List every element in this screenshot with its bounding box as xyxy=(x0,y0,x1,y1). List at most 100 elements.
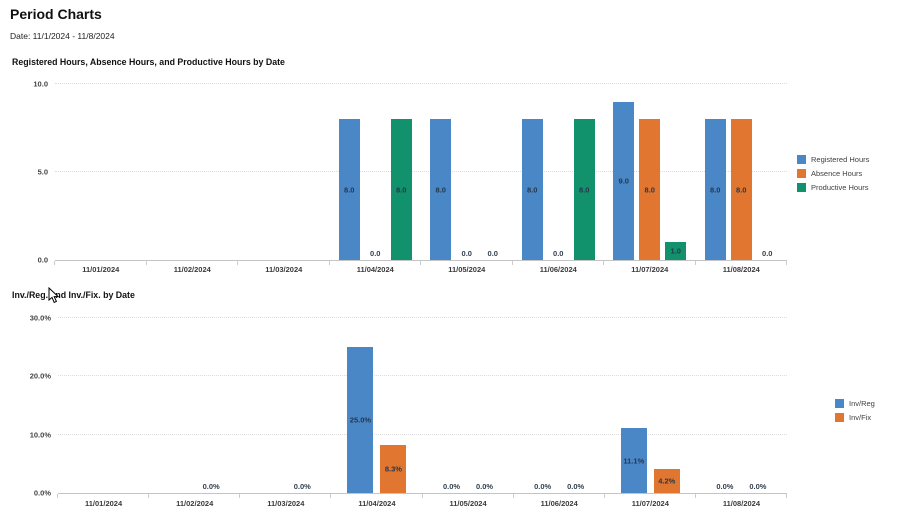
x-tick-label: 11/05/2024 xyxy=(448,265,486,274)
zero-data-label: 0.0% xyxy=(476,482,494,491)
gridline xyxy=(58,375,787,377)
bar-data-label: 8.0 xyxy=(710,185,721,195)
bar-slot: 0.0% xyxy=(439,318,465,493)
x-axis-tick xyxy=(603,494,605,498)
hours-chart-plot: 0.0 5.0 10.0 8.0 0.0 8.0 8.0 0.0 0.0 8.0 0.0 8.0 9.0… xyxy=(33,80,787,265)
ratio-chart-title: Inv./Reg. and Inv./Fix. by Date xyxy=(12,290,135,300)
x-tick-label: 11/04/2024 xyxy=(356,265,394,274)
bar-slot xyxy=(107,318,133,493)
x-tick-label: 11/06/2024 xyxy=(540,499,578,508)
y-tick-label: 0.0% xyxy=(33,488,51,498)
bar-slot: 8.0 xyxy=(390,84,412,260)
gridline xyxy=(58,433,787,435)
bar-absence-hours-11/08/2024[interactable]: 8.0 xyxy=(730,119,752,260)
x-axis-tick xyxy=(694,494,696,498)
bar-registered-hours-11/06/2024[interactable]: 8.0 xyxy=(521,119,543,260)
bar-productive-hours-11/06/2024[interactable]: 8.0 xyxy=(573,119,595,260)
legend-label: Inv/Fix xyxy=(849,413,872,422)
x-axis-tick xyxy=(148,494,150,498)
bar-slot xyxy=(90,84,111,260)
ratio-chart-legend: Inv/Reg Inv/Fix xyxy=(835,399,875,422)
legend-item-inv-fix[interactable]: Inv/Fix xyxy=(835,413,875,422)
legend-swatch-icon xyxy=(797,183,806,192)
bar-data-label: 9.0 xyxy=(618,176,629,186)
bar-inv-fix-11/04/2024[interactable]: 8.3% xyxy=(380,444,407,493)
bar-registered-hours-11/07/2024[interactable]: 9.0 xyxy=(613,101,635,260)
zero-data-label: 0.0% xyxy=(749,482,767,491)
legend-item-inv-reg[interactable]: Inv/Reg xyxy=(835,399,875,408)
page-title: Period Charts xyxy=(10,6,102,22)
x-axis-tick xyxy=(237,261,238,265)
legend-item-productive-hours[interactable]: Productive Hours xyxy=(797,183,869,192)
bar-slot: 0.0% xyxy=(745,318,771,493)
bar-slot xyxy=(156,84,177,260)
zero-data-label: 0.0% xyxy=(293,482,311,491)
ratio-chart-x-axis: 11/01/2024 11/02/2024 11/03/2024 11/04/2024… xyxy=(58,499,787,508)
bar-productive-hours-11/04/2024[interactable]: 8.0 xyxy=(390,119,412,260)
x-tick-label: 11/02/2024 xyxy=(173,265,211,274)
zero-data-label: 0.0% xyxy=(534,482,552,491)
bar-absence-hours-11/07/2024[interactable]: 8.0 xyxy=(639,119,661,260)
x-tick-label: 11/04/2024 xyxy=(358,499,396,508)
x-axis-tick xyxy=(54,261,55,265)
bar-slot: 0.0 xyxy=(365,84,386,260)
bar-group-11/01/2024 xyxy=(55,84,147,260)
x-axis-tick xyxy=(421,494,423,498)
bar-group-11/04/2024: 8.0 0.0 8.0 xyxy=(330,84,422,260)
bar-registered-hours-11/08/2024[interactable]: 8.0 xyxy=(704,119,726,260)
gridline xyxy=(55,171,787,172)
bar-group-11/07/2024: 9.0 8.0 1.0 xyxy=(604,84,696,260)
x-axis-tick xyxy=(512,494,514,498)
bar-group-11/03/2024 xyxy=(238,84,330,260)
bar-data-label: 8.0 xyxy=(527,185,538,195)
bar-group-11/02/2024 xyxy=(147,84,239,260)
bar-data-label: 8.0 xyxy=(435,185,446,195)
x-axis-tick xyxy=(603,261,604,265)
y-tick-label: 30.0% xyxy=(29,313,51,323)
gridline xyxy=(58,317,787,318)
bar-slot: 4.2% xyxy=(653,318,680,493)
bar-slot: 11.1% xyxy=(620,318,647,493)
legend-label: Absence Hours xyxy=(811,169,863,178)
legend-label: Registered Hours xyxy=(811,155,870,164)
bar-group-11/01/2024 xyxy=(58,318,149,493)
bar-data-label: 8.0 xyxy=(396,185,407,195)
x-tick-label: 11/08/2024 xyxy=(722,265,760,274)
legend-item-absence-hours[interactable]: Absence Hours xyxy=(797,169,869,178)
y-tick-label: 5.0 xyxy=(37,167,48,177)
bar-slot: 8.0 xyxy=(338,84,360,260)
x-axis-tick xyxy=(786,494,787,498)
bar-slot: 8.0 xyxy=(573,84,595,260)
legend-item-registered-hours[interactable]: Registered Hours xyxy=(797,155,869,164)
x-axis-tick xyxy=(239,494,241,498)
bar-data-label: 8.0 xyxy=(736,185,747,195)
legend-swatch-icon xyxy=(835,413,844,422)
bar-registered-hours-11/05/2024[interactable]: 8.0 xyxy=(430,119,452,260)
x-tick-label: 11/07/2024 xyxy=(631,499,669,508)
x-axis-tick xyxy=(145,261,147,265)
date-range-label: Date: 11/1/2024 - 11/8/2024 xyxy=(10,31,115,41)
zero-data-label: 0.0 xyxy=(370,249,381,258)
x-tick-label: 11/03/2024 xyxy=(267,499,305,508)
zero-data-label: 0.0 xyxy=(461,249,472,258)
legend-label: Inv/Reg xyxy=(849,399,875,408)
bar-inv-reg-11/07/2024[interactable]: 11.1% xyxy=(620,428,647,493)
bar-group-11/03/2024: 0.0% xyxy=(240,318,331,493)
bar-group-11/08/2024: 0.0% 0.0% xyxy=(696,318,787,493)
hours-chart-x-axis: 11/01/2024 11/02/2024 11/03/2024 11/04/2024… xyxy=(55,265,787,274)
bar-slot: 0.0% xyxy=(198,318,224,493)
bar-slot xyxy=(256,318,282,493)
bar-inv-fix-11/07/2024[interactable]: 4.2% xyxy=(653,468,680,493)
x-tick-label: 11/05/2024 xyxy=(449,499,487,508)
bar-slot: 0.0 xyxy=(757,84,778,260)
legend-swatch-icon xyxy=(797,155,806,164)
bar-productive-hours-11/07/2024[interactable]: 1.0 xyxy=(665,242,687,260)
x-tick-label: 11/08/2024 xyxy=(722,499,760,508)
zero-data-label: 0.0% xyxy=(716,482,734,491)
bar-slot: 0.0 xyxy=(456,84,477,260)
bar-inv-reg-11/04/2024[interactable]: 25.0% xyxy=(347,347,374,493)
bar-group-11/06/2024: 0.0% 0.0% xyxy=(514,318,605,493)
bar-registered-hours-11/04/2024[interactable]: 8.0 xyxy=(338,119,360,260)
bar-slot: 8.0 xyxy=(730,84,752,260)
